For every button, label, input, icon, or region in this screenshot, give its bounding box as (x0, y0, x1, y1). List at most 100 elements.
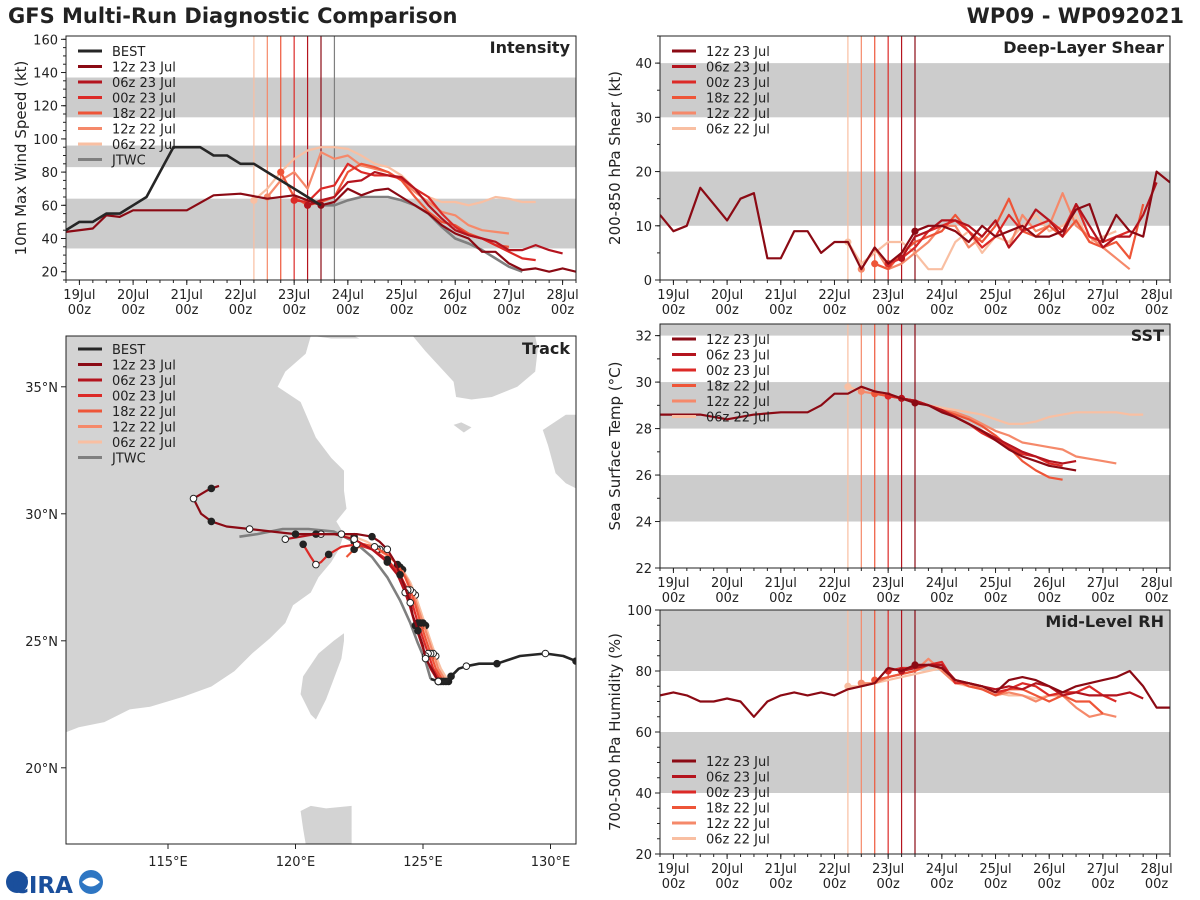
cira-logo-swirl-mark (82, 877, 100, 887)
x-tick-label: 00z (336, 303, 360, 318)
track-point (406, 598, 415, 607)
legend-label: 00z 23 Jul (706, 364, 770, 379)
x-tick-label: 28Jul (1140, 862, 1172, 877)
series-line (874, 663, 1104, 715)
legend-label: 06z 23 Jul (112, 374, 176, 389)
legend-label: 06z 22 Jul (112, 138, 176, 153)
x-tick-label: 19Jul (657, 288, 689, 303)
x-tick-label: 24Jul (926, 576, 958, 591)
legend-label: 18z 22 Jul (706, 92, 770, 107)
storm-id: WP09 - WP092021 (966, 4, 1184, 28)
legend-label: 06z 22 Jul (706, 833, 770, 848)
series-point (250, 196, 258, 204)
x-tick-label: 00z (876, 591, 900, 606)
x-tick-label: 00z (1038, 877, 1062, 892)
track-point (350, 535, 358, 544)
track-point (541, 649, 550, 658)
legend-label: 12z 22 Jul (112, 421, 176, 436)
panel-intensity: 2040608010012014016019Jul00z20Jul00z21Ju… (12, 33, 579, 318)
x-tick-label: 00z (175, 303, 199, 318)
x-tick-label: 22Jul (818, 288, 850, 303)
legend-label: 06z 23 Jul (706, 771, 770, 786)
x-tick-label: 00z (497, 303, 521, 318)
legend-label: 12z 23 Jul (112, 359, 176, 374)
land-mainland-china (66, 336, 347, 733)
y-axis-label: 700-500 hPa Humidity (%) (606, 633, 624, 831)
y-tick-label: 140 (33, 67, 58, 82)
series-line (660, 385, 1077, 472)
track-point (291, 530, 300, 538)
x-tick-label: 27Jul (1087, 862, 1119, 877)
x-tick-label: 00z (121, 303, 145, 318)
y-tick-label: 28 (635, 423, 652, 438)
x-tick-label: 00z (1145, 877, 1169, 892)
legend-label: 06z 23 Jul (112, 76, 176, 91)
track-point (396, 570, 404, 579)
y-axis-label: 200-850 hPa Shear (kt) (606, 71, 624, 245)
track-point (299, 540, 307, 549)
track-point (414, 626, 422, 635)
x-tick-label: 23Jul (872, 576, 904, 591)
x-tick-label: 26Jul (439, 288, 471, 303)
x-tick-label: 28Jul (1140, 576, 1172, 591)
legend-label: 06z 23 Jul (706, 349, 770, 364)
legend-label: BEST (112, 45, 145, 60)
x-tick-label: 00z (823, 877, 847, 892)
y-tick-label: 30°N (25, 508, 58, 523)
y-tick-label: 80 (635, 665, 652, 680)
x-tick-label: 00z (1038, 591, 1062, 606)
x-tick-label: 23Jul (278, 288, 310, 303)
x-tick-label: 22Jul (818, 576, 850, 591)
series-line (307, 171, 563, 255)
x-tick-label: 00z (769, 591, 793, 606)
x-tick-label: 00z (984, 591, 1008, 606)
x-tick-label: 19Jul (657, 576, 689, 591)
track-point (281, 535, 290, 544)
land-taiwan (300, 633, 344, 720)
x-tick-label: 00z (1091, 877, 1115, 892)
y-tick-label: 100 (33, 133, 58, 148)
plot-area-shear (660, 36, 1170, 280)
x-tick-label: 00z (68, 303, 92, 318)
y-tick-label: 100 (627, 604, 652, 619)
x-tick-label: 00z (823, 303, 847, 318)
track-point (207, 484, 216, 493)
x-tick-label: 00z (1091, 591, 1115, 606)
y-axis-label: Sea Surface Temp (°C) (606, 361, 624, 530)
track-point (434, 677, 443, 686)
legend-label: 18z 22 Jul (112, 107, 176, 122)
track-point (383, 545, 392, 554)
series-line (874, 197, 1145, 271)
legend-label: 12z 23 Jul (706, 45, 770, 60)
x-tick-label: 00z (984, 877, 1008, 892)
series-point (897, 254, 906, 262)
x-tick-label: 28Jul (1140, 288, 1172, 303)
x-tick-label: 21Jul (765, 288, 797, 303)
legend-label: 12z 23 Jul (706, 755, 770, 770)
track-point (245, 525, 254, 533)
x-tick-label: 00z (769, 303, 793, 318)
y-tick-label: 20°N (25, 762, 58, 777)
y-tick-label: 24 (635, 516, 652, 531)
y-tick-label: 32 (635, 330, 652, 345)
legend-label: BEST (112, 343, 145, 358)
x-tick-label: 20Jul (711, 862, 743, 877)
y-tick-label: 160 (33, 33, 58, 48)
x-tick-label: 19Jul (657, 862, 689, 877)
panel-title: Deep-Layer Shear (1003, 38, 1164, 57)
series-point (844, 383, 852, 391)
land-shandong-tip (313, 336, 360, 339)
panel-title: Track (522, 339, 570, 358)
x-tick-label: 25Jul (385, 288, 417, 303)
legend-label: 12z 23 Jul (706, 333, 770, 348)
legend-label: 00z 23 Jul (706, 76, 770, 91)
x-tick-label: 00z (876, 877, 900, 892)
x-tick-label: 00z (1038, 303, 1062, 318)
panel-sst: 22242628303219Jul00z20Jul00z21Jul00z22Ju… (606, 323, 1173, 606)
x-tick-label: 23Jul (872, 862, 904, 877)
legend-label: 00z 23 Jul (112, 390, 176, 405)
x-tick-label: 21Jul (765, 862, 797, 877)
panel-title: Mid-Level RH (1045, 612, 1164, 631)
x-tick-label: 21Jul (765, 576, 797, 591)
